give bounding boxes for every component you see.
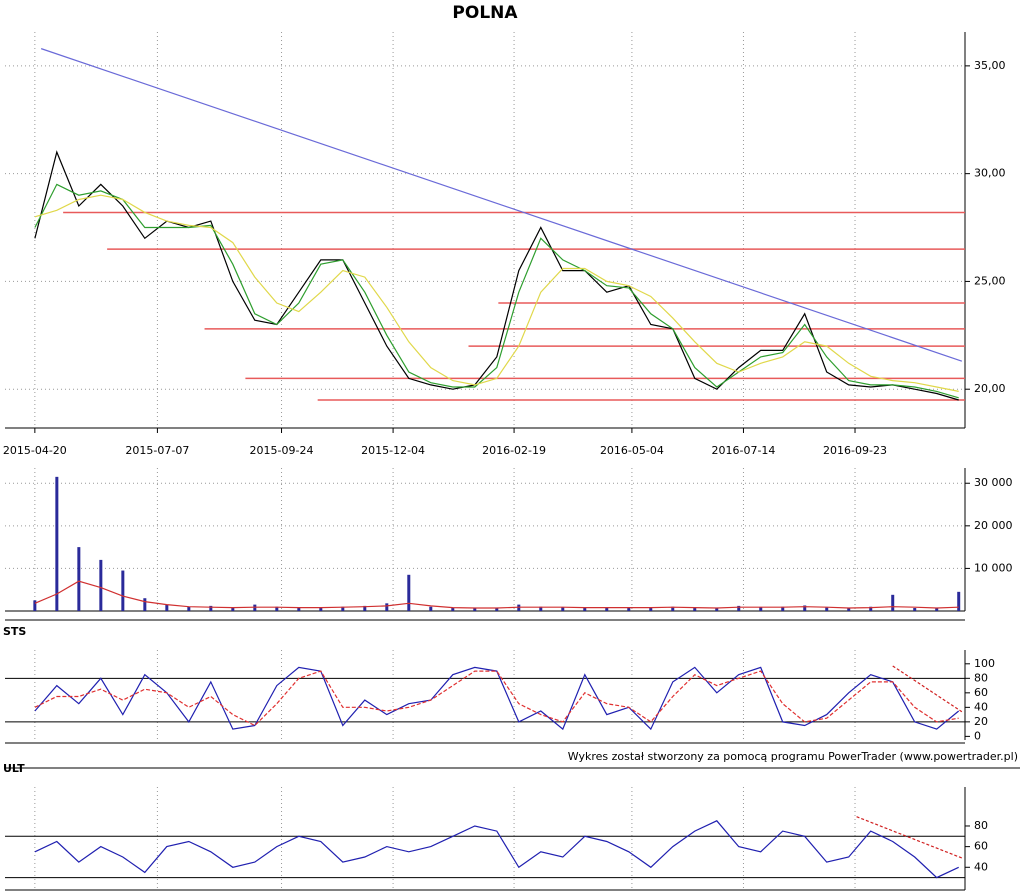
y-tick-label: 40 — [974, 700, 988, 713]
y-tick-label: 35,00 — [974, 59, 1006, 72]
volume-bar — [99, 559, 103, 611]
volume-bar — [825, 607, 829, 611]
volume-bar — [165, 604, 169, 611]
volume-bar — [429, 606, 433, 611]
y-tick-label: 0 — [974, 729, 981, 742]
series-line — [34, 183, 959, 399]
volume-bar — [539, 606, 543, 611]
y-tick-label: 80 — [974, 671, 988, 684]
y-tick-label: 60 — [974, 686, 988, 699]
volume-bar — [121, 570, 125, 611]
volume-bar — [693, 608, 697, 611]
x-tick-label: 2015-04-20 — [3, 444, 67, 457]
volume-bar — [253, 604, 257, 611]
y-tick-label: 30 000 — [974, 476, 1013, 489]
volume-bar — [759, 607, 763, 611]
volume-bar — [715, 607, 719, 611]
volume-bar — [187, 606, 191, 611]
y-tick-label: 80 — [974, 819, 988, 832]
volume-bar — [891, 594, 895, 611]
volume-bar — [473, 607, 477, 611]
volume-bar — [55, 476, 59, 611]
y-tick-label: 40 — [974, 860, 988, 873]
y-tick-label: 30,00 — [974, 167, 1006, 180]
volume-bar — [231, 607, 235, 611]
series-line — [34, 580, 959, 609]
volume-bar — [913, 608, 917, 611]
volume-bar — [77, 547, 81, 611]
series-line — [34, 670, 959, 727]
panel-title: STS — [3, 625, 26, 638]
y-tick-label: 25,00 — [974, 274, 1006, 287]
trend-line — [892, 665, 963, 713]
volume-bar — [935, 607, 939, 611]
volume-bar — [869, 606, 873, 611]
volume-bar — [143, 598, 147, 611]
volume-bar — [561, 607, 565, 611]
volume-bar — [671, 606, 675, 611]
volume-bar — [957, 591, 961, 611]
volume-bar — [407, 574, 411, 611]
volume-bar — [33, 600, 37, 611]
y-tick-label: 20 — [974, 715, 988, 728]
y-tick-label: 10 000 — [974, 561, 1013, 574]
y-tick-label: 60 — [974, 840, 988, 853]
volume-bar — [649, 607, 653, 611]
footer: Wykres został stworzony za pomocą progra… — [568, 750, 1018, 763]
volume-bar — [297, 607, 301, 611]
x-tick-label: 2015-12-04 — [361, 444, 425, 457]
volume-bar — [209, 605, 213, 611]
y-tick-label: 100 — [974, 657, 995, 670]
volume-bar — [517, 604, 521, 611]
volume-bar — [319, 607, 323, 611]
trend-line — [856, 816, 963, 859]
volume-bar — [385, 603, 389, 611]
volume-bar — [803, 605, 807, 611]
volume-bar — [737, 605, 741, 611]
volume-bar — [341, 606, 345, 611]
x-tick-label: 2015-09-24 — [250, 444, 314, 457]
x-tick-label: 2016-07-14 — [711, 444, 775, 457]
trend-line — [40, 48, 963, 362]
y-tick-label: 20,00 — [974, 382, 1006, 395]
volume-bar — [275, 606, 279, 611]
volume-bar — [847, 608, 851, 611]
y-tick-label: 20 000 — [974, 519, 1013, 532]
volume-bar — [605, 607, 609, 611]
chart-title: POLNA — [452, 3, 518, 23]
volume-bar — [451, 608, 455, 611]
x-tick-label: 2016-09-23 — [823, 444, 887, 457]
volume-bar — [495, 608, 499, 611]
series-line — [34, 820, 959, 879]
x-tick-label: 2015-07-07 — [125, 444, 189, 457]
series-line — [34, 194, 959, 392]
volume-bar — [781, 606, 785, 611]
volume-bar — [583, 607, 587, 611]
x-tick-label: 2016-05-04 — [600, 444, 664, 457]
x-tick-label: 2016-02-19 — [482, 444, 546, 457]
panel-title: ULT — [3, 762, 25, 775]
series-line — [34, 666, 960, 731]
volume-bar — [363, 605, 367, 611]
volume-bar — [627, 607, 631, 611]
